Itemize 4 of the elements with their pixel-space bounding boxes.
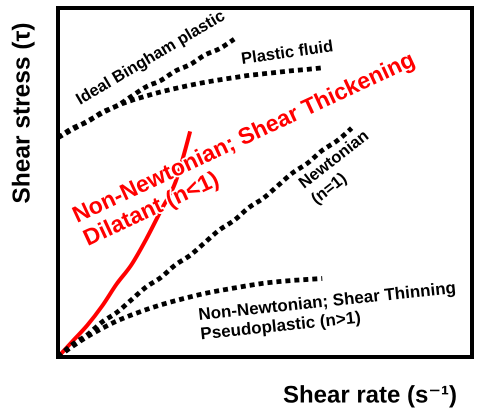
x-axis-title: Shear rate (s⁻¹)	[282, 382, 458, 408]
text: Plastic fluid	[240, 37, 334, 68]
y-axis-title: Shear stress (τ)	[8, 22, 36, 204]
text: Non-Newtonian; Shear Thinning Pseudoplastic (n>1)	[197, 278, 457, 344]
